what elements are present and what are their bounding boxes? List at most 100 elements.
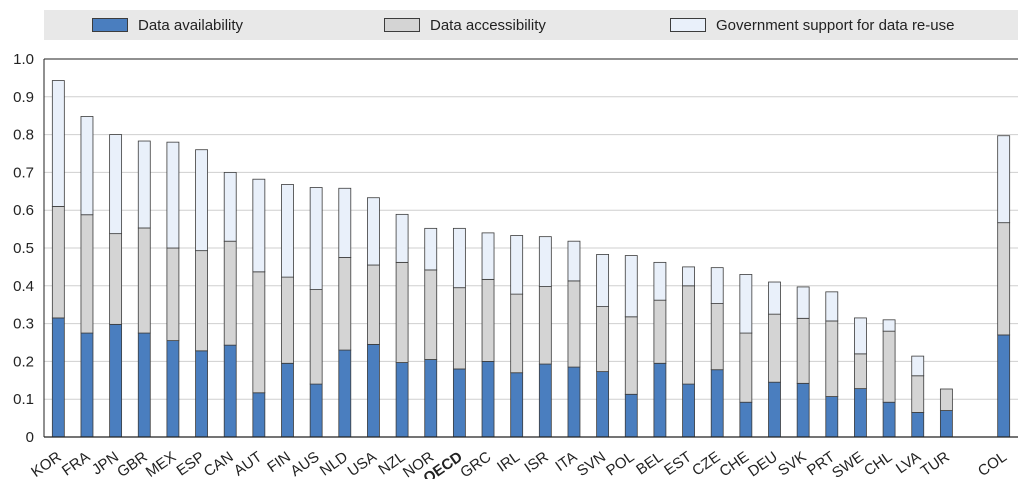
bar-segment-data-availability bbox=[367, 344, 379, 437]
x-tick-label: LVA bbox=[893, 448, 924, 477]
bar-segment-data-accessibility bbox=[282, 277, 294, 363]
bar-segment-data-accessibility bbox=[310, 290, 322, 385]
bar-segment-government-support bbox=[367, 198, 379, 265]
bar-segment-government-support bbox=[138, 141, 150, 228]
bar-segment-data-accessibility bbox=[998, 223, 1010, 335]
x-tick-label: USA bbox=[345, 448, 380, 479]
bar-segment-data-availability bbox=[282, 363, 294, 437]
x-tick-label: AUS bbox=[287, 448, 322, 479]
bar-segment-government-support bbox=[539, 237, 551, 287]
bar-segment-government-support bbox=[167, 142, 179, 248]
bar-segment-data-availability bbox=[940, 411, 952, 437]
x-tick-label: GRC bbox=[457, 448, 494, 479]
y-tick-label: 1.0 bbox=[13, 51, 34, 68]
y-tick-label: 0.2 bbox=[13, 353, 34, 370]
bar-segment-data-accessibility bbox=[568, 281, 580, 367]
bar-segment-data-accessibility bbox=[167, 248, 179, 341]
bar-segment-government-support bbox=[826, 292, 838, 321]
bar-segment-government-support bbox=[52, 81, 64, 207]
bar-segment-data-availability bbox=[854, 389, 866, 437]
bar-segment-data-accessibility bbox=[625, 317, 637, 394]
bar-segment-data-availability bbox=[339, 350, 351, 437]
bar-segment-government-support bbox=[883, 320, 895, 331]
bar-segment-government-support bbox=[854, 318, 866, 354]
x-tick-label: CZE bbox=[689, 448, 723, 479]
x-tick-label: KOR bbox=[28, 448, 65, 479]
y-tick-label: 0.3 bbox=[13, 316, 34, 333]
bar-segment-government-support bbox=[253, 179, 265, 272]
x-tick-label: GBR bbox=[114, 448, 151, 479]
x-tick-label: TUR bbox=[918, 448, 953, 479]
bar-segment-data-availability bbox=[826, 397, 838, 437]
bar-segment-data-availability bbox=[482, 361, 494, 437]
bar-segment-government-support bbox=[110, 135, 122, 234]
bar-segment-data-accessibility bbox=[912, 376, 924, 413]
x-tick-label: FRA bbox=[59, 448, 93, 479]
x-tick-label: SWE bbox=[829, 448, 867, 479]
x-tick-label: CHE bbox=[716, 448, 752, 479]
bar-segment-government-support bbox=[339, 188, 351, 257]
bar-segment-data-accessibility bbox=[81, 215, 93, 333]
y-tick-label: 0.1 bbox=[13, 391, 34, 408]
bar-segment-data-availability bbox=[425, 360, 437, 437]
bar-segment-data-availability bbox=[683, 384, 695, 437]
bar-segment-data-availability bbox=[797, 383, 809, 437]
x-tick-label: EST bbox=[661, 448, 695, 479]
bar-segment-data-availability bbox=[998, 335, 1010, 437]
bar-segment-data-accessibility bbox=[797, 318, 809, 383]
bar-segment-data-availability bbox=[625, 394, 637, 437]
bar-segment-government-support bbox=[282, 184, 294, 277]
bar-segment-data-accessibility bbox=[826, 321, 838, 397]
bar-segment-data-availability bbox=[597, 372, 609, 437]
y-tick-label: 0.7 bbox=[13, 164, 34, 181]
bar-segment-data-availability bbox=[740, 402, 752, 437]
bar-segment-data-accessibility bbox=[224, 241, 236, 345]
bar-segment-government-support bbox=[310, 188, 322, 290]
bar-segment-data-accessibility bbox=[339, 257, 351, 350]
bar-segment-data-availability bbox=[769, 382, 781, 437]
bar-segment-data-availability bbox=[654, 363, 666, 437]
bar-segment-data-availability bbox=[138, 333, 150, 437]
bar-segment-data-accessibility bbox=[196, 251, 208, 351]
x-tick-label: ISR bbox=[521, 448, 551, 476]
bar-segment-data-availability bbox=[167, 341, 179, 437]
bar-segment-data-accessibility bbox=[482, 279, 494, 361]
bar-segment-data-availability bbox=[52, 318, 64, 437]
x-tick-label: NLD bbox=[317, 448, 351, 479]
bar-segment-government-support bbox=[711, 268, 723, 304]
y-tick-label: 0.5 bbox=[13, 240, 34, 257]
y-tick-label: 0 bbox=[26, 429, 34, 446]
bar-segment-data-accessibility bbox=[425, 270, 437, 360]
bar-segment-data-accessibility bbox=[138, 228, 150, 333]
bar-segment-data-availability bbox=[224, 345, 236, 437]
bar-segment-data-accessibility bbox=[597, 307, 609, 372]
x-tick-label: ESP bbox=[174, 448, 208, 479]
bar-segment-data-accessibility bbox=[253, 272, 265, 393]
bar-segment-data-availability bbox=[196, 351, 208, 437]
bar-segment-data-accessibility bbox=[511, 294, 523, 373]
x-tick-label: FIN bbox=[264, 448, 294, 476]
bar-segment-data-accessibility bbox=[654, 300, 666, 363]
bar-segment-data-availability bbox=[81, 333, 93, 437]
bar-segment-government-support bbox=[482, 233, 494, 279]
y-tick-label: 0.4 bbox=[13, 278, 34, 295]
bar-segment-data-availability bbox=[110, 324, 122, 437]
bar-segment-government-support bbox=[511, 236, 523, 295]
bar-segment-data-availability bbox=[511, 373, 523, 437]
bar-segment-government-support bbox=[769, 282, 781, 314]
bar-segment-data-accessibility bbox=[453, 288, 465, 369]
x-tick-label: MEX bbox=[143, 448, 179, 479]
bar-segment-government-support bbox=[196, 150, 208, 251]
y-tick-label: 0.9 bbox=[13, 89, 34, 106]
bar-segment-data-accessibility bbox=[740, 333, 752, 402]
bar-segment-government-support bbox=[625, 256, 637, 317]
bar-segment-government-support bbox=[224, 172, 236, 241]
bar-segment-data-availability bbox=[253, 393, 265, 437]
bar-segment-data-accessibility bbox=[769, 314, 781, 382]
bar-segment-government-support bbox=[998, 136, 1010, 223]
bar-segment-data-accessibility bbox=[396, 262, 408, 362]
bar-segment-data-availability bbox=[310, 384, 322, 437]
bar-segment-government-support bbox=[683, 267, 695, 286]
bar-segment-government-support bbox=[568, 241, 580, 281]
